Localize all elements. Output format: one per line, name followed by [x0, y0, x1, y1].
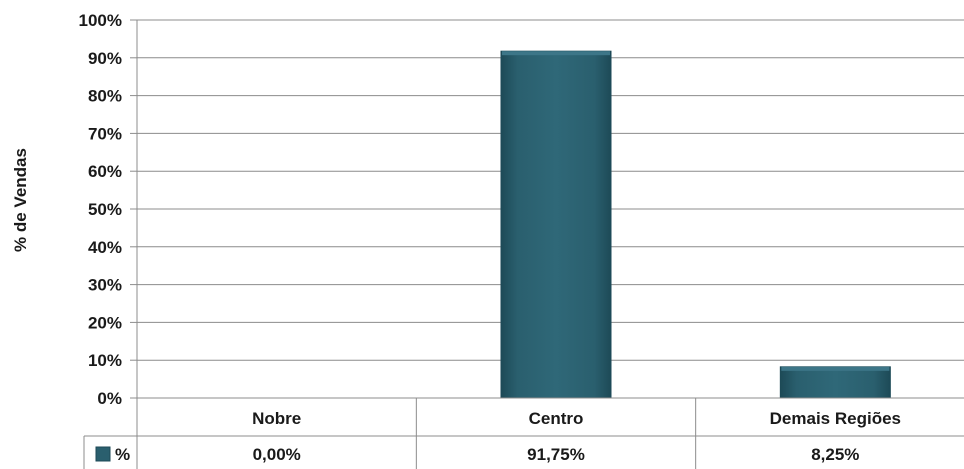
bar-top-highlight [502, 51, 610, 56]
y-tick-label: 0% [97, 389, 122, 408]
y-tick-label: 10% [88, 351, 122, 370]
bar-top-highlight [781, 366, 890, 371]
y-tick-label: 40% [88, 238, 122, 257]
y-tick-label: 60% [88, 162, 122, 181]
y-tick-label: 80% [88, 87, 122, 106]
bars [500, 50, 891, 399]
data-table-value: 91,75% [527, 445, 585, 464]
y-tick-label: 30% [88, 276, 122, 295]
y-tick-label: 70% [88, 124, 122, 143]
y-tick-label: 90% [88, 49, 122, 68]
x-category-label: Centro [529, 409, 584, 428]
data-table: Nobre Centro Demais Regiões 0,00% 91,75% 8,25… [83, 397, 964, 469]
bar [500, 50, 612, 399]
bar [779, 366, 891, 399]
y-axis-label: % de Vendas [11, 148, 30, 252]
data-table-value: 0,00% [253, 445, 301, 464]
legend-label: % [115, 445, 130, 464]
data-table-value: 8,25% [811, 445, 859, 464]
legend-swatch [95, 446, 111, 462]
y-tick-label: 100% [79, 11, 122, 30]
y-tick-label: 50% [88, 200, 122, 219]
x-category-label: Nobre [252, 409, 301, 428]
axes: 0% 10% 20% 30% 40% 50% 60% 70% 80% 90% 100% [79, 11, 138, 408]
x-category-label: Demais Regiões [770, 409, 901, 428]
y-tick-label: 20% [88, 313, 122, 332]
